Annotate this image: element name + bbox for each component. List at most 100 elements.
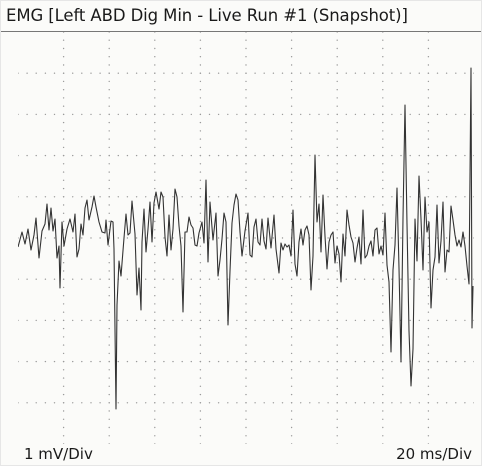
grid-dot (108, 80, 110, 83)
grid-dot (391, 402, 393, 404)
grid-dot (418, 402, 420, 404)
grid-dot (108, 344, 110, 346)
grid-dot (108, 262, 110, 264)
grid-dot (145, 113, 147, 116)
grid-dot (72, 196, 74, 198)
grid-dot (199, 80, 202, 83)
grid-dot (154, 113, 156, 116)
grid-dot (436, 154, 439, 157)
grid-dot (190, 360, 192, 363)
grid-dot (62, 89, 65, 91)
grid-dot (35, 319, 37, 322)
grid-dot (236, 360, 238, 363)
grid-dot (99, 237, 101, 239)
grid-dot (35, 196, 37, 198)
grid-dot (336, 286, 338, 289)
grid-dot (62, 105, 65, 107)
grid-dot (455, 319, 457, 322)
grid-dot (199, 253, 202, 256)
grid-dot (254, 72, 256, 74)
grid-dot (245, 89, 247, 91)
grid-dot (145, 72, 147, 74)
grid-dot (181, 113, 183, 116)
grid-dot (436, 319, 439, 322)
grid-dot (172, 72, 174, 74)
grid-dot (336, 410, 338, 412)
grid-dot (382, 56, 384, 58)
grid-dot (382, 204, 384, 206)
grid-dot (363, 360, 366, 363)
grid-dot (81, 72, 83, 74)
emg-plot[interactable] (18, 32, 474, 444)
grid-dot (336, 237, 338, 239)
grid-dot (354, 319, 357, 322)
grid-dot (455, 278, 457, 280)
grid-dot (300, 196, 302, 198)
grid-dot (108, 278, 110, 280)
grid-dot (336, 32, 338, 33)
grid-dot (290, 303, 293, 305)
grid-dot (354, 154, 357, 157)
time-scale-label: 20 ms/Div (396, 445, 472, 463)
grid-dot (418, 278, 420, 280)
grid-dot (300, 72, 302, 74)
grid-dot (290, 80, 293, 83)
grid-dot (108, 426, 110, 429)
grid-dot (26, 278, 28, 280)
grid-dot (309, 319, 311, 322)
grid-dot (35, 402, 37, 404)
grid-dot (336, 121, 338, 124)
grid-dot (62, 360, 65, 363)
grid-dot (464, 113, 466, 116)
grid-dot (117, 319, 120, 322)
grid-dot (427, 360, 430, 363)
grid-dot (108, 253, 110, 256)
grid-dot (418, 237, 420, 239)
grid-dot (382, 303, 384, 305)
grid-dot (245, 385, 247, 387)
grid-dot (318, 113, 320, 116)
grid-dot (163, 154, 165, 157)
grid-dot (290, 311, 293, 313)
grid-dot (473, 278, 474, 280)
grid-dot (236, 154, 238, 157)
grid-dot (245, 138, 247, 140)
grid-dot (309, 402, 311, 404)
grid-dot (427, 154, 430, 157)
grid-dot (108, 121, 110, 124)
grid-dot (62, 39, 65, 41)
grid-dot (354, 72, 357, 74)
grid-dot (199, 262, 202, 264)
grid-dot (290, 360, 293, 363)
grid-dot (72, 237, 74, 239)
grid-dot (290, 113, 293, 116)
grid-dot (199, 154, 202, 157)
grid-dot (154, 121, 156, 124)
grid-dot (327, 113, 329, 116)
grid-dot (154, 56, 156, 58)
grid-dot (208, 402, 211, 404)
grid-dot (154, 418, 156, 420)
grid-dot (445, 360, 448, 363)
grid-dot (108, 336, 110, 338)
grid-dot (354, 402, 357, 404)
grid-dot (154, 435, 156, 437)
grid-dot (382, 270, 384, 272)
grid-dot (154, 187, 156, 190)
grid-dot (154, 336, 156, 338)
grid-dot (108, 146, 110, 149)
grid-dot (199, 286, 202, 289)
grid-dot (263, 154, 265, 157)
grid-dot (427, 39, 430, 41)
grid-dot (208, 113, 211, 116)
grid-dot (208, 196, 211, 198)
grid-dot (72, 278, 74, 280)
grid-dot (464, 196, 466, 198)
grid-dot (336, 262, 338, 264)
grid-dot (199, 39, 202, 41)
grid-dot (290, 344, 293, 346)
grid-dot (336, 163, 338, 165)
grid-dot (336, 154, 338, 157)
grid-dot (290, 369, 293, 371)
grid-dot (336, 171, 338, 173)
